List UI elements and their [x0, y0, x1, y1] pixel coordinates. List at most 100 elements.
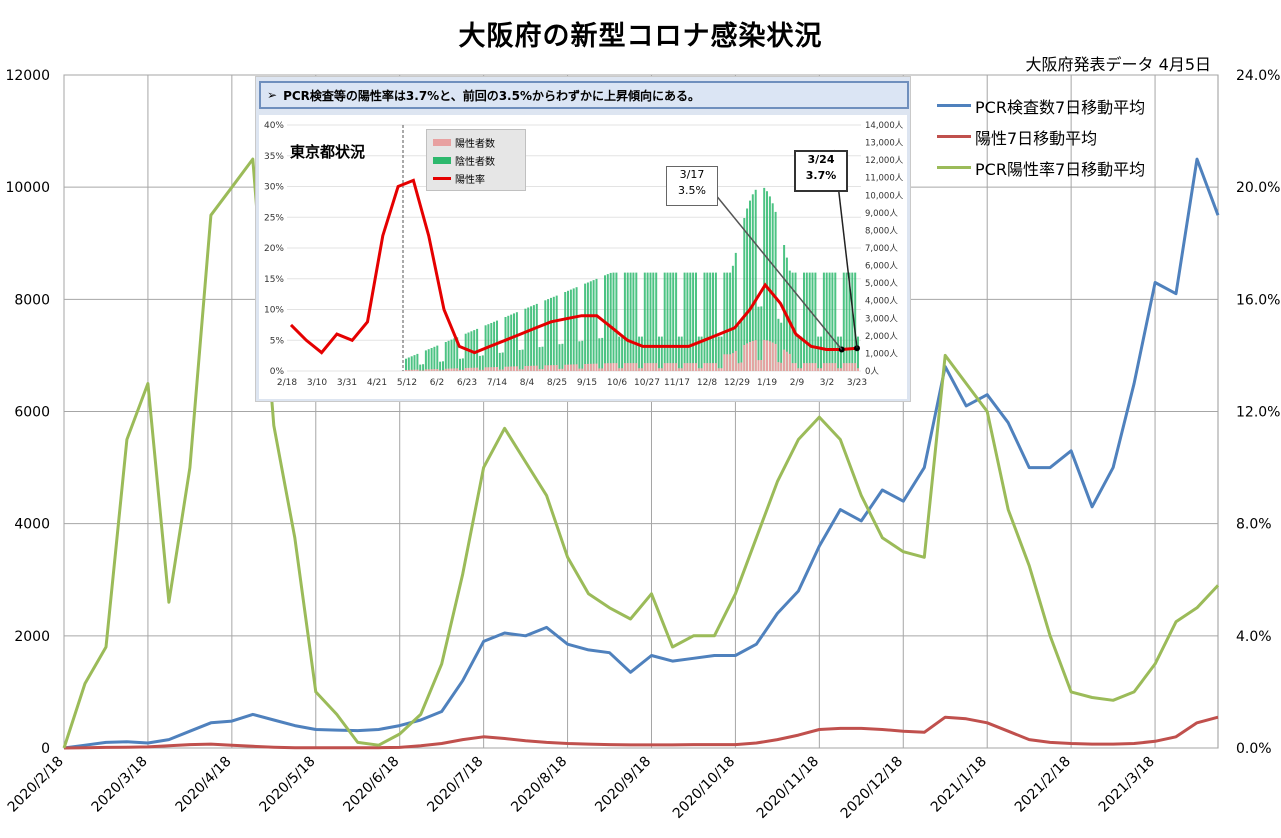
inset-bar-positive — [550, 365, 552, 371]
inset-bar-positive — [760, 360, 763, 371]
inset-bar-positive — [714, 363, 717, 371]
inset-bar-negative — [473, 330, 476, 371]
x-tick-label: 2020/9/18 — [592, 754, 654, 816]
inset-bar-negative — [672, 272, 675, 371]
inset-bar-positive — [754, 340, 757, 371]
inset-bar-negative — [808, 272, 811, 371]
inset-bar-positive — [720, 368, 723, 371]
inset-bar-negative — [695, 272, 697, 371]
inset-bar-negative — [586, 282, 589, 371]
inset-y-right-tick-label: 8,000人 — [865, 226, 898, 236]
inset-bar-negative — [635, 272, 638, 371]
inset-bar-negative — [822, 272, 825, 371]
inset-y-right-tick-label: 11,000人 — [865, 174, 904, 184]
inset-bar-negative — [481, 355, 484, 371]
inset-bar-positive — [592, 363, 595, 371]
y-right-tick-label: 8.0% — [1236, 517, 1272, 533]
inset-bar-positive — [567, 364, 569, 371]
inset-x-tick-label: 7/14 — [487, 378, 507, 388]
inset-bar-positive — [447, 368, 450, 371]
chart-title: 大阪府の新型コロナ感染状況 — [458, 21, 823, 52]
inset-bar-negative — [427, 349, 430, 371]
inset-bar-positive — [484, 367, 487, 371]
inset-bar-positive — [419, 370, 422, 371]
inset-bar-positive — [439, 370, 442, 371]
inset-x-tick-label: 8/25 — [547, 378, 567, 388]
inset-bar-negative — [712, 272, 714, 371]
inset-x-tick-label: 8/4 — [520, 378, 535, 388]
inset-legend-swatch-positive — [433, 138, 451, 146]
inset-bar-negative — [496, 320, 498, 371]
inset-bar-positive — [467, 367, 470, 371]
inset-bar-positive — [609, 363, 612, 371]
inset-bar-positive — [532, 365, 535, 371]
inset-bar-positive — [857, 368, 859, 371]
inset-bar-negative — [456, 337, 459, 371]
inset-bar-negative — [623, 272, 626, 371]
inset-bar-negative — [743, 218, 746, 371]
inset-bar-positive — [473, 367, 476, 371]
inset-bar-positive — [427, 369, 430, 371]
inset-bar-positive — [476, 367, 479, 371]
inset-bar-positive — [575, 364, 578, 371]
inset-bar-negative — [524, 308, 527, 371]
x-tick-label: 2021/2/18 — [1012, 754, 1074, 816]
inset-bar-negative — [723, 272, 726, 371]
inset-bar-negative — [450, 339, 453, 371]
inset-bar-positive — [746, 343, 749, 371]
inset-bar-negative — [763, 187, 766, 371]
inset-legend-positive: 陽性者数 — [433, 133, 519, 151]
inset-bar-negative — [621, 336, 624, 371]
inset-bar-negative — [547, 299, 550, 371]
inset-bar-positive — [825, 363, 828, 371]
inset-bar-negative — [734, 252, 737, 371]
x-tick-label: 2021/1/18 — [928, 754, 990, 816]
inset-bar-negative — [774, 211, 777, 371]
inset-bar-negative — [564, 292, 567, 371]
inset-bar-positive — [450, 368, 453, 371]
inset-bar-negative — [643, 272, 646, 371]
inset-chart: 0% 5% 10% 15% 20% 25% 30% 35% 40% 0人 1,000人 2,000人 3… — [264, 121, 904, 388]
inset-bar-positive — [814, 363, 817, 371]
inset-bar-positive — [672, 363, 675, 371]
inset-bar-positive — [422, 370, 425, 371]
x-tick-label: 2021/3/18 — [1096, 754, 1158, 816]
inset-bar-negative — [416, 353, 419, 371]
inset-bar-negative — [831, 272, 834, 371]
inset-bar-positive — [783, 349, 786, 371]
tokyo-inset: ➢ PCR検査等の陽性率は3.7%と、前回の3.5%からわずかに上昇傾向にある。… — [255, 76, 911, 402]
inset-bar-negative — [601, 337, 604, 371]
inset-bar-negative — [797, 336, 800, 371]
inset-bar-positive — [800, 368, 803, 371]
inset-x-tick-label: 2/18 — [277, 378, 297, 388]
inset-bar-negative — [467, 332, 470, 371]
inset-y-left-tick-label: 20% — [264, 244, 284, 254]
inset-bar-negative — [731, 265, 734, 371]
inset-x-tick-label: 3/23 — [847, 378, 867, 388]
inset-bar-negative — [686, 272, 689, 371]
inset-bar-positive — [729, 354, 732, 371]
inset-bar-positive — [586, 363, 589, 371]
inset-bar-negative — [805, 272, 808, 371]
inset-bar-negative — [828, 272, 831, 371]
inset-bar-negative — [720, 336, 723, 371]
inset-bar-positive — [649, 363, 652, 371]
inset-bar-positive — [430, 369, 433, 371]
inset-legend-label-positive: 陽性者数 — [455, 138, 495, 150]
inset-bar-positive — [751, 341, 754, 371]
inset-legend-swatch-negative — [433, 156, 451, 164]
inset-bar-negative — [663, 272, 666, 371]
inset-bar-positive — [817, 368, 820, 371]
inset-bar-positive — [660, 368, 663, 371]
inset-x-tick-label: 10/6 — [607, 378, 627, 388]
legend-label-positive: 陽性7日移動平均 — [975, 128, 1098, 148]
inset-bar-positive — [712, 363, 714, 371]
inset-bar-positive — [496, 367, 498, 371]
inset-bar-positive — [689, 363, 692, 371]
inset-bar-positive — [561, 368, 564, 371]
inset-bar-negative — [854, 272, 857, 371]
inset-bar-positive — [413, 369, 416, 371]
inset-legend-label-negative: 陰性者数 — [455, 156, 495, 168]
inset-bar-negative — [461, 358, 464, 371]
y-left-tick-label: 6000 — [14, 405, 50, 421]
